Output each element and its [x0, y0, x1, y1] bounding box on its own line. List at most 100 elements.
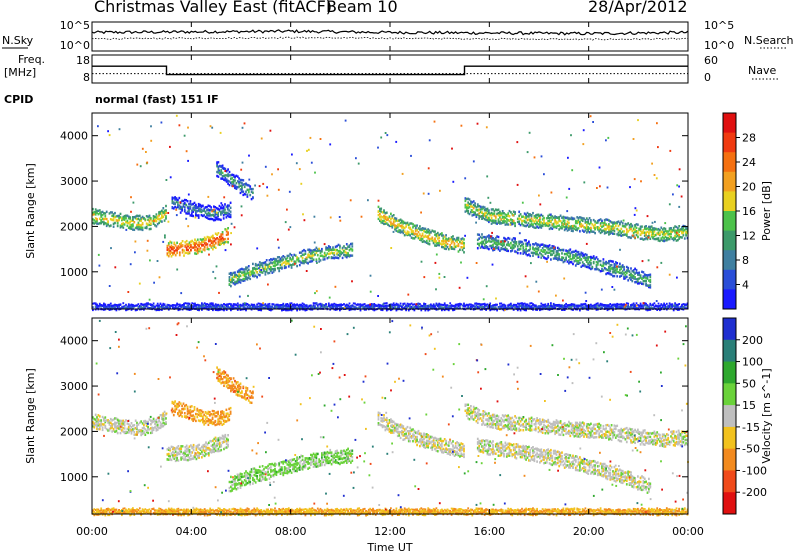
- rti-cell: [294, 254, 297, 257]
- rti-cell: [413, 303, 416, 306]
- rti-cell: [171, 196, 174, 199]
- rti-cell: [339, 252, 341, 255]
- rti-cell: [681, 230, 683, 234]
- rti-cell: [508, 237, 511, 240]
- rti-cell: [173, 307, 176, 310]
- rti-cell: [181, 244, 184, 247]
- rti-cell: [236, 180, 239, 183]
- rti-cell: [686, 236, 689, 240]
- rti-cell: [174, 305, 177, 308]
- rti-cell: [613, 226, 616, 229]
- rti-cell: [401, 308, 403, 311]
- rti-cell: [307, 262, 309, 265]
- rti-cell: [533, 216, 536, 220]
- rti-cell: [568, 228, 570, 231]
- rti-cell: [297, 306, 300, 309]
- rti-cell: [519, 240, 522, 243]
- rti-cell: [379, 209, 381, 213]
- rti-cell: [264, 265, 267, 268]
- rti-cell: [467, 206, 470, 210]
- rti-cell: [596, 258, 599, 261]
- rti-cell: [268, 271, 271, 275]
- rti-cell: [519, 218, 522, 221]
- rti-cell: [543, 221, 545, 225]
- rti-cell: [194, 243, 196, 247]
- rti-cell: [545, 244, 548, 248]
- rti-cell: [441, 243, 443, 246]
- rti-cell: [425, 231, 428, 234]
- rti-cell: [166, 248, 169, 252]
- rti-cell: [119, 216, 122, 219]
- rti-cell: [613, 269, 616, 272]
- rti-cell: [217, 212, 219, 215]
- rti-cell: [635, 233, 638, 237]
- rti-cell: [641, 277, 643, 280]
- rti-cell: [489, 212, 492, 216]
- rti-cell: [402, 225, 405, 229]
- rti-cell: [479, 306, 482, 308]
- rti-cell: [435, 241, 438, 245]
- rti-cell: [528, 304, 530, 307]
- rti-cell: [581, 264, 584, 267]
- rti-cell: [340, 251, 343, 254]
- rti-cell: [247, 271, 250, 275]
- rti-noise-cell: [422, 192, 425, 195]
- rti-cell: [241, 267, 243, 271]
- rti-cell: [649, 230, 652, 233]
- rti-cell: [176, 249, 178, 252]
- rti-cell: [570, 225, 573, 228]
- rti-cell: [274, 305, 276, 308]
- rti-noise-cell: [512, 214, 514, 217]
- rti-cell: [507, 212, 510, 215]
- rti-cell: [232, 278, 235, 282]
- rti-cell: [678, 233, 681, 237]
- rti-cell: [525, 239, 527, 242]
- rti-cell: [118, 214, 120, 218]
- rti-cell: [625, 305, 628, 308]
- rti-cell: [601, 229, 603, 233]
- freq-panel: 18 8 60 0 Freq. [MHz] Nave: [4, 53, 778, 84]
- rti-cell: [246, 307, 249, 310]
- rti-cell: [121, 306, 123, 309]
- rti-cell: [186, 212, 189, 215]
- rti-cell: [645, 237, 647, 240]
- rti-cell: [187, 248, 189, 252]
- rti-cell: [653, 237, 656, 241]
- rti-cell: [107, 220, 109, 223]
- rti-cell: [201, 307, 203, 310]
- rti-cell: [648, 231, 650, 234]
- rti-cell: [379, 219, 381, 223]
- rti-cell: [314, 302, 316, 305]
- rti-cell: [148, 216, 151, 219]
- rti-cell: [659, 306, 661, 309]
- rti-cell: [665, 236, 668, 240]
- rti-cell: [430, 303, 432, 306]
- rti-cell: [494, 245, 497, 249]
- rti-cell: [657, 307, 660, 310]
- rti-cell: [208, 214, 211, 217]
- rti-noise-cell: [313, 241, 316, 244]
- rti-cell: [634, 230, 636, 234]
- rti-cell: [494, 238, 497, 242]
- rti-cell: [579, 216, 581, 219]
- rti-cell: [229, 210, 232, 213]
- rti-cell: [609, 259, 612, 263]
- rti-cell: [606, 306, 609, 309]
- rti-cell: [217, 232, 220, 235]
- rti-cell: [236, 308, 239, 311]
- rti-noise-cell: [384, 132, 387, 134]
- rti-cell: [627, 266, 630, 270]
- rti-cell: [173, 246, 176, 250]
- rti-cell: [540, 224, 543, 227]
- rti-cell: [206, 305, 209, 308]
- rti-cell: [289, 252, 292, 256]
- rti-cell: [287, 307, 290, 309]
- rti-cell: [97, 209, 100, 213]
- rti-cell: [383, 216, 385, 220]
- rti-cell: [569, 257, 572, 260]
- rti-cell: [305, 261, 308, 264]
- rti-cell: [601, 225, 603, 229]
- rti-cell: [526, 242, 529, 245]
- rti-cell: [471, 214, 474, 217]
- rti-noise-cell: [158, 276, 161, 279]
